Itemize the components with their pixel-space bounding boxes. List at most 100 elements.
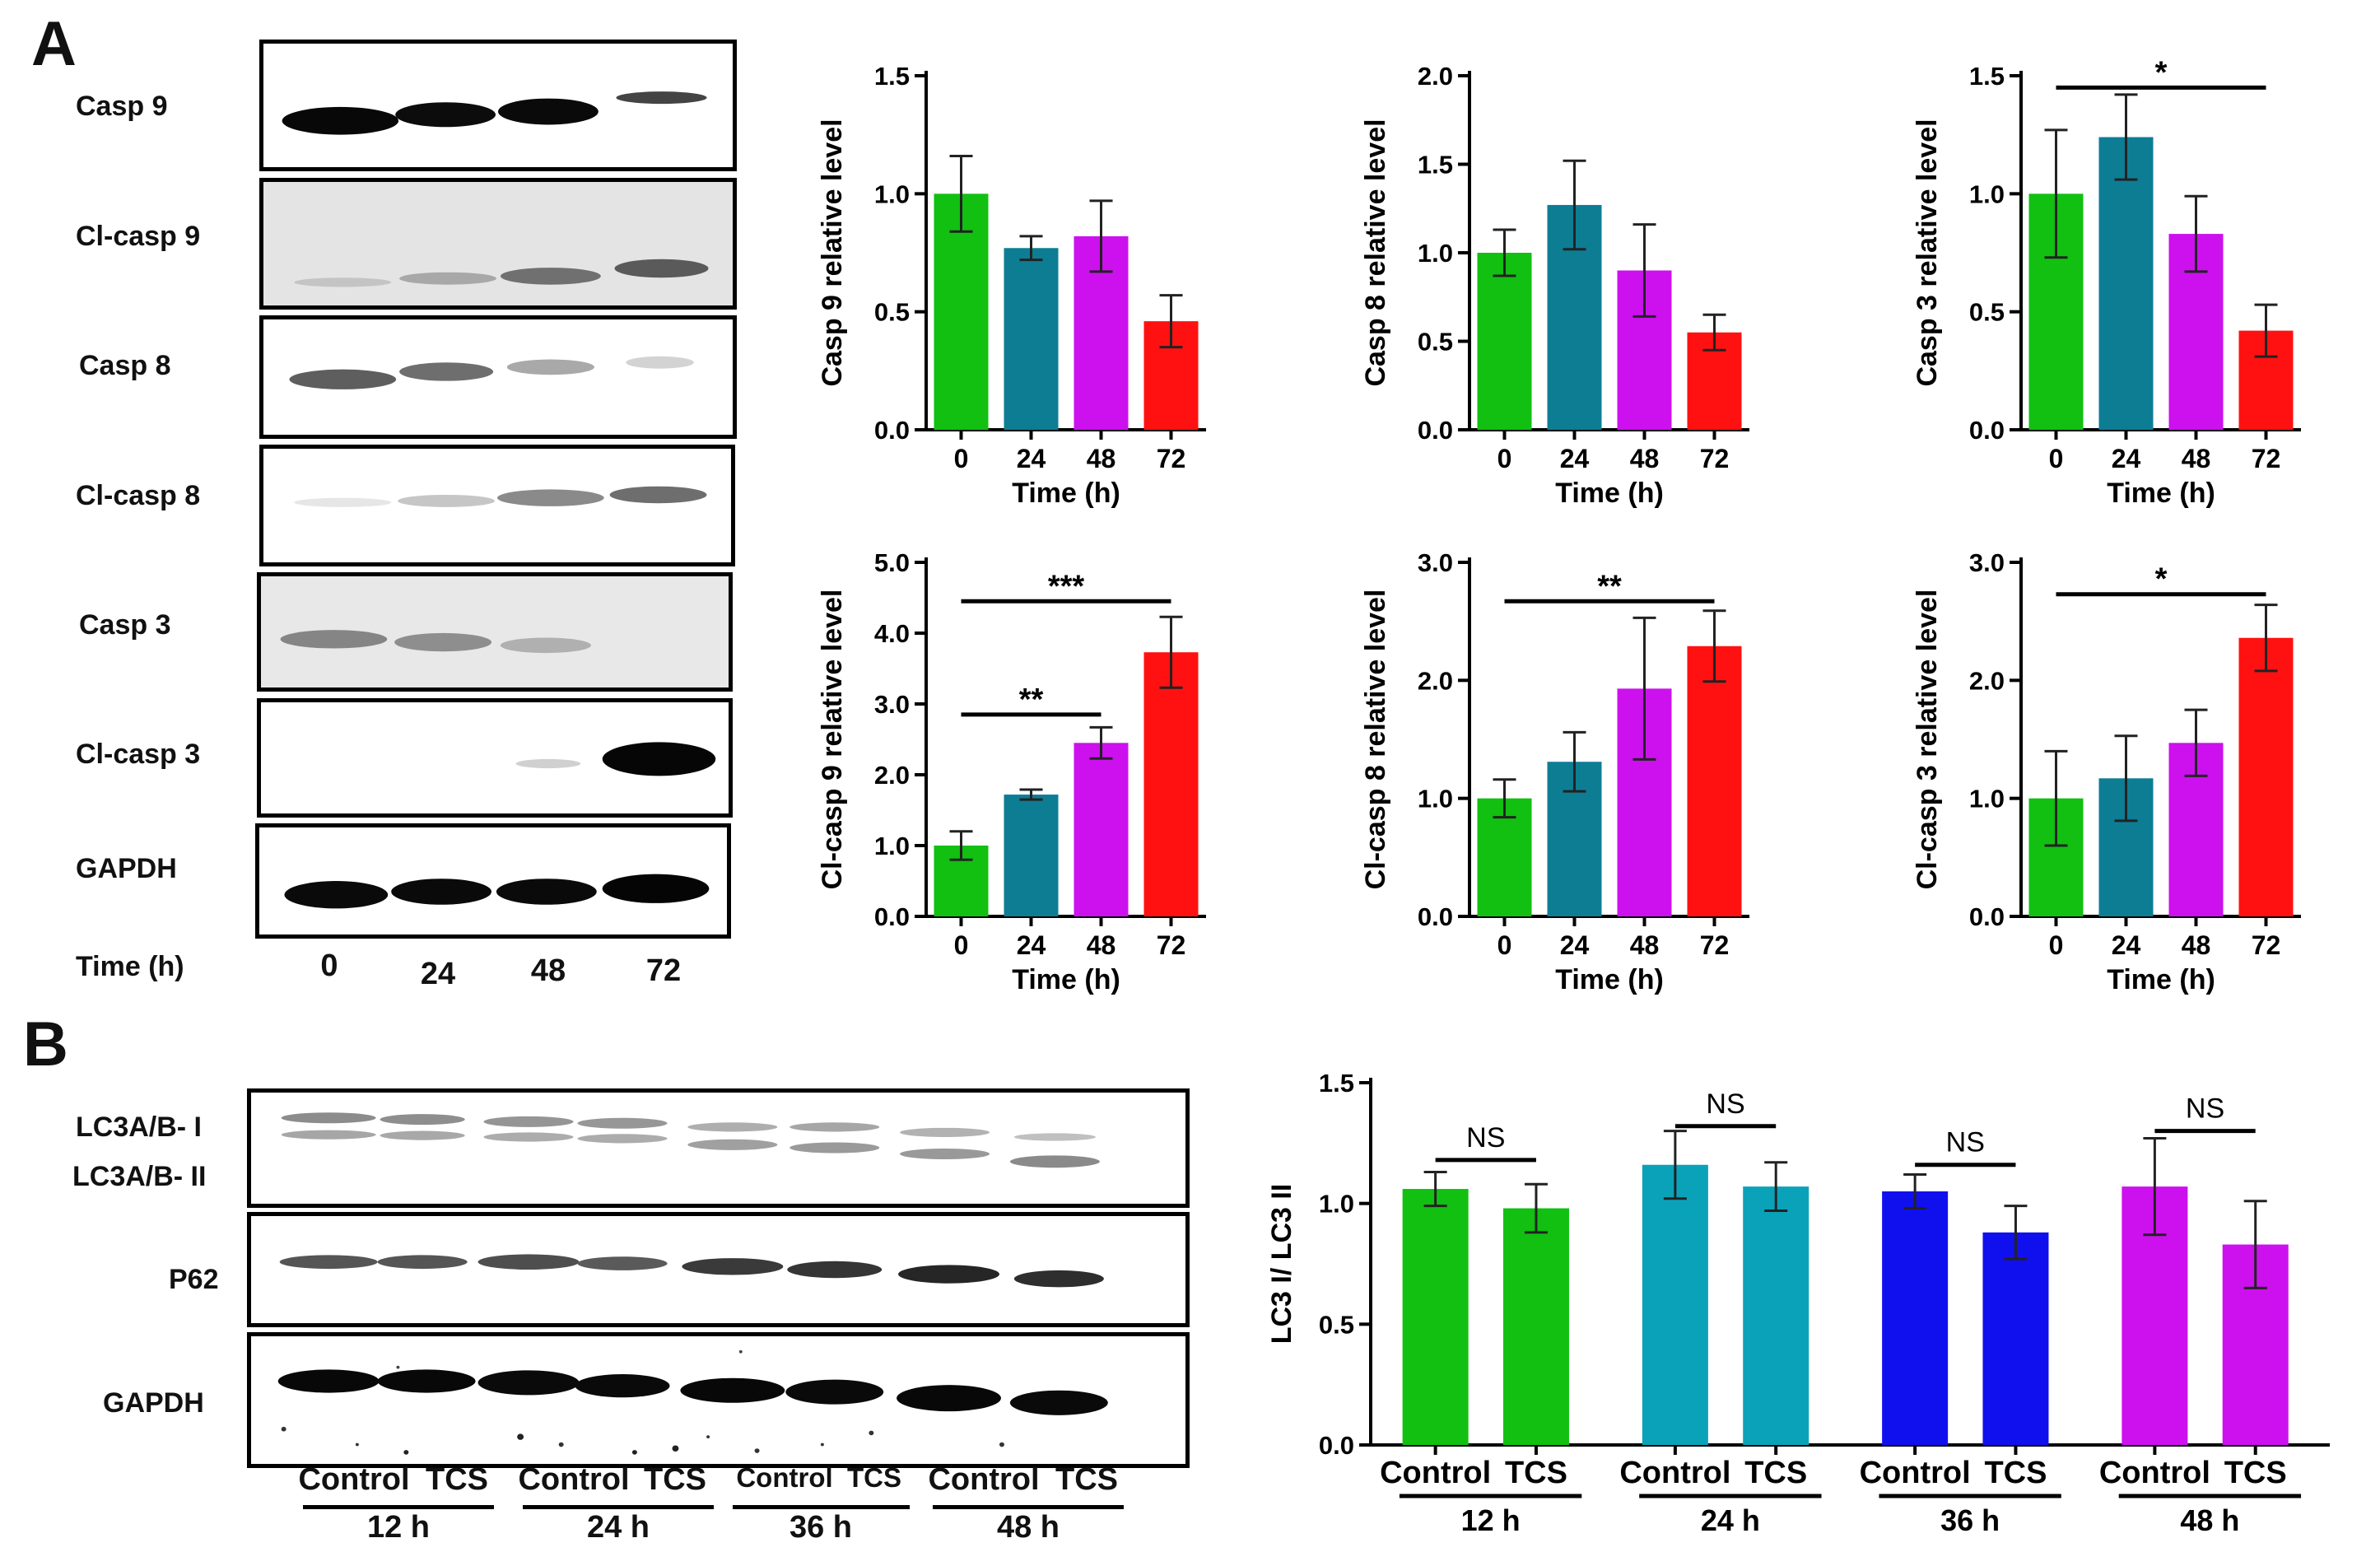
blot-p62 (247, 1212, 1190, 1327)
casp9-bar-chart: 0.0 0.5 1.0 1.5 Casp 9 relative level 0 24 48 72… (817, 62, 1206, 509)
x-axis-label: Time (h) (2107, 964, 2215, 995)
significance-label: *** (1048, 569, 1085, 604)
lane-label: Control (928, 1462, 1040, 1497)
lane-label: Control (518, 1462, 630, 1497)
bar (1502, 1208, 1569, 1445)
x-tick-label: 72 (1157, 444, 1186, 473)
y-axis-label: Cl-casp 9 relative level (817, 590, 848, 890)
blot-label-gapdh-a: GAPDH (76, 853, 177, 884)
x-tick-label: 24 (1017, 444, 1046, 473)
y-axis-label: Casp 8 relative level (1360, 119, 1391, 386)
y-tick-label: 0.5 (1969, 298, 2005, 327)
x-axis-label: Time (h) (2107, 478, 2215, 509)
x-tick-label: 24 (1017, 930, 1046, 960)
bar (1143, 652, 1199, 916)
y-tick-label: 0.5 (874, 298, 910, 327)
bar (1074, 743, 1129, 916)
x-tick-label: 0 (2049, 444, 2064, 473)
y-tick-label: 1.0 (1319, 1190, 1354, 1219)
blot-label-casp9: Casp 9 (76, 91, 168, 122)
x-tick-label: 24 (1560, 930, 1590, 960)
blot-label-cl-casp8: Cl-casp 8 (76, 480, 201, 511)
significance-label: ** (1019, 683, 1044, 717)
blot-casp3 (257, 572, 733, 692)
bar (2098, 137, 2154, 430)
x-tick-label: 48 (1087, 444, 1116, 473)
y-axis-label: Casp 9 relative level (817, 119, 848, 386)
group-label: 48 h (996, 1510, 1060, 1545)
casp8-bar-chart: 0.0 0.5 1.0 1.5 2.0 Casp 8 relative level 0 24 4… (1360, 62, 1749, 509)
x-tick-label: 0 (954, 444, 969, 473)
y-tick-label: 0.5 (1418, 328, 1453, 357)
significance-label: NS (1706, 1088, 1744, 1120)
y-tick-label: 2.0 (1418, 666, 1453, 695)
significance-label: * (2155, 55, 2168, 90)
y-tick-label: 1.0 (874, 832, 910, 860)
y-tick-label: 1.0 (1418, 239, 1453, 268)
x-tick-label: 48 (1630, 444, 1660, 473)
y-tick-label: 0.0 (1418, 902, 1453, 931)
panel-b-letter: B (23, 1009, 68, 1079)
x-tick-label: 24 (2112, 444, 2141, 473)
x-tick-label: 24 (2112, 930, 2141, 960)
y-tick-label: 1.5 (874, 62, 910, 91)
y-tick-label: 1.5 (1319, 1069, 1354, 1098)
x-tick-label: TCS (1505, 1456, 1567, 1490)
significance-label: ** (1597, 569, 1622, 604)
x-tick-label: TCS (2224, 1456, 2287, 1490)
group-label: 24 h (1701, 1503, 1760, 1537)
time-point-label: 72 (645, 953, 682, 988)
time-point-label: 24 (420, 957, 456, 991)
y-tick-label: 0.0 (1418, 416, 1453, 445)
lane-label: Control (736, 1462, 833, 1493)
blot-label-cl-casp9: Cl-casp 9 (76, 221, 201, 252)
y-tick-label: 5.0 (874, 548, 910, 577)
blot-label-casp3: Casp 3 (79, 609, 171, 641)
y-tick-label: 1.0 (1969, 785, 2005, 813)
y-tick-label: 1.5 (1418, 151, 1453, 179)
y-tick-label: 3.0 (1418, 548, 1453, 577)
lane-label: Control (298, 1462, 410, 1497)
x-axis-label: Time (h) (1012, 478, 1120, 509)
y-tick-label: 1.5 (1969, 62, 2005, 91)
x-tick-label: Control (1619, 1456, 1730, 1490)
x-axis-label: Time (h) (1555, 478, 1664, 509)
x-tick-label: 72 (1157, 930, 1186, 960)
blot-casp8 (259, 315, 737, 439)
cl-casp3-bar-chart: 0.0 1.0 2.0 3.0 Cl-casp 3 relative level 0 24 4… (1912, 548, 2301, 995)
x-tick-label: Control (1860, 1456, 1971, 1490)
lane-label: TCS (1055, 1462, 1118, 1497)
x-tick-label: 48 (2182, 444, 2211, 473)
bar (1982, 1232, 2049, 1445)
x-tick-label: 0 (1497, 930, 1512, 960)
y-axis-label: Casp 3 relative level (1912, 119, 1943, 386)
y-axis-label: LC3 I/ LC3 II (1266, 1184, 1297, 1345)
group-bracket (303, 1505, 494, 1509)
bar (1743, 1186, 1809, 1445)
significance-label: NS (1466, 1122, 1505, 1154)
x-tick-label: 72 (1700, 444, 1730, 473)
time-point-label: 0 (320, 948, 338, 983)
blot-cl-casp3 (257, 698, 733, 818)
lane-label: TCS (847, 1462, 901, 1493)
group-label: 12 h (1461, 1503, 1521, 1537)
lane-label: TCS (426, 1462, 488, 1497)
time-axis-label-a: Time (h) (76, 951, 184, 982)
x-tick-label: 72 (1700, 930, 1730, 960)
bar (1477, 253, 1532, 430)
cl-casp8-bar-chart: 0.0 1.0 2.0 3.0 Cl-casp 8 relative level 0 24 4… (1360, 548, 1749, 995)
x-tick-label: 48 (1630, 930, 1660, 960)
group-bracket (523, 1505, 714, 1509)
cl-casp9-bar-chart: 0.0 1.0 2.0 3.0 4.0 5.0 Cl-casp 9 relative lev… (817, 548, 1206, 995)
blot-label-lc3-i: LC3A/B- I (76, 1112, 202, 1143)
y-tick-label: 2.0 (874, 761, 910, 790)
group-bracket (733, 1505, 910, 1509)
y-tick-label: 3.0 (874, 690, 910, 719)
y-axis-label: Cl-casp 3 relative level (1912, 590, 1943, 890)
y-tick-label: 0.0 (1969, 416, 2005, 445)
x-tick-label: Control (1380, 1456, 1491, 1490)
group-label: 48 h (2180, 1503, 2239, 1537)
bar (1882, 1191, 1949, 1445)
y-tick-label: 0.0 (1969, 902, 2005, 931)
y-tick-label: 0.0 (874, 416, 910, 445)
